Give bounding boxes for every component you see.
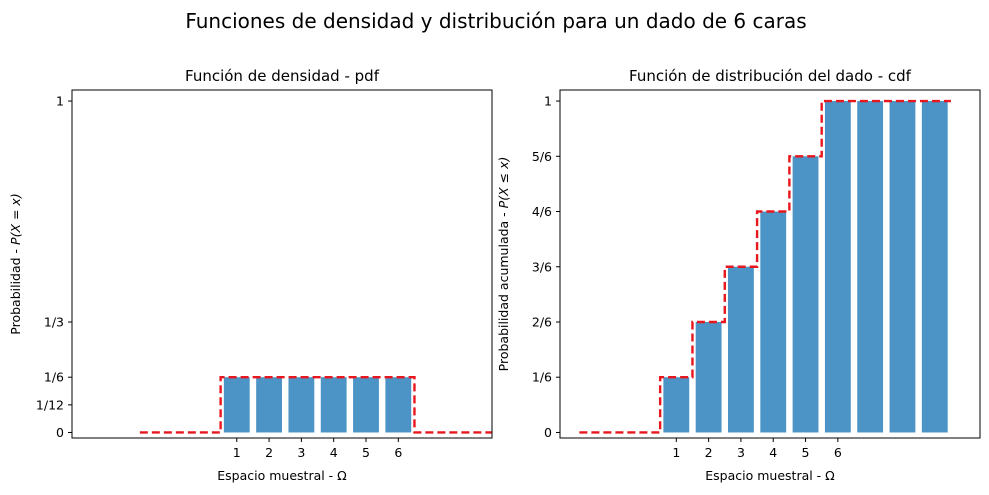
cdf-xtick-label: 3 (737, 445, 745, 460)
cdf-ytick-label: 3/6 (532, 259, 552, 274)
pdf-bar-6 (385, 377, 411, 432)
cdf-bar-4 (760, 212, 786, 433)
pdf-xtick-label: 6 (394, 445, 402, 460)
pdf-xtick-label: 2 (265, 445, 273, 460)
pdf-ytick-label: 1/12 (36, 397, 64, 412)
cdf-bar-5 (793, 156, 819, 432)
pdf-ytick-label: 0 (56, 425, 64, 440)
cdf-xlabel: Espacio muestral - Ω (705, 468, 835, 483)
cdf-plot-area (579, 101, 951, 432)
cdf-ytick-label: 1/6 (532, 370, 552, 385)
cdf-bar-7 (857, 101, 883, 432)
pdf-panel: Función de densidad - pdf Espacio muestr… (8, 67, 511, 483)
cdf-xtick-label: 2 (705, 445, 713, 460)
pdf-bar-3 (288, 377, 314, 432)
cdf-panel: Función de distribución del dado - cdf E… (496, 67, 980, 483)
cdf-bar-1 (663, 377, 689, 432)
cdf-ylabel: Probabilidad acumulada - P(X ≤ x) (496, 157, 511, 372)
cdf-bar-8 (890, 101, 916, 432)
cdf-bar-9 (922, 101, 948, 432)
pdf-ytick-label: 1 (56, 94, 64, 109)
pdf-xtick-label: 5 (362, 445, 370, 460)
pdf-plot-area (140, 377, 512, 432)
cdf-xtick-label: 1 (672, 445, 680, 460)
cdf-bar-2 (696, 322, 722, 432)
pdf-bar-1 (224, 377, 250, 432)
pdf-ytick-label: 1/3 (44, 315, 64, 330)
pdf-bar-2 (256, 377, 282, 432)
cdf-bar-6 (825, 101, 851, 432)
cdf-ytick-label: 5/6 (532, 149, 552, 164)
cdf-xtick-label: 5 (802, 445, 810, 460)
pdf-xtick-label: 1 (233, 445, 241, 460)
pdf-bar-4 (321, 377, 347, 432)
pdf-title: Función de densidad - pdf (185, 67, 380, 85)
cdf-ytick-label: 2/6 (532, 315, 552, 330)
pdf-xtick-label: 4 (330, 445, 338, 460)
cdf-title: Función de distribución del dado - cdf (629, 67, 912, 85)
cdf-xtick-label: 6 (834, 445, 842, 460)
pdf-ylabel: Probabilidad - P(X = x) (8, 193, 23, 334)
pdf-bar-5 (353, 377, 379, 432)
cdf-xtick-label: 4 (769, 445, 777, 460)
cdf-ytick-label: 1 (544, 94, 552, 109)
figure-title: Funciones de densidad y distribución par… (185, 9, 806, 33)
cdf-bar-3 (728, 267, 754, 433)
cdf-ytick-label: 4/6 (532, 204, 552, 219)
pdf-xlabel: Espacio muestral - Ω (217, 468, 347, 483)
pdf-ytick-label: 1/6 (44, 370, 64, 385)
cdf-ytick-label: 0 (544, 425, 552, 440)
pdf-xtick-label: 3 (297, 445, 305, 460)
